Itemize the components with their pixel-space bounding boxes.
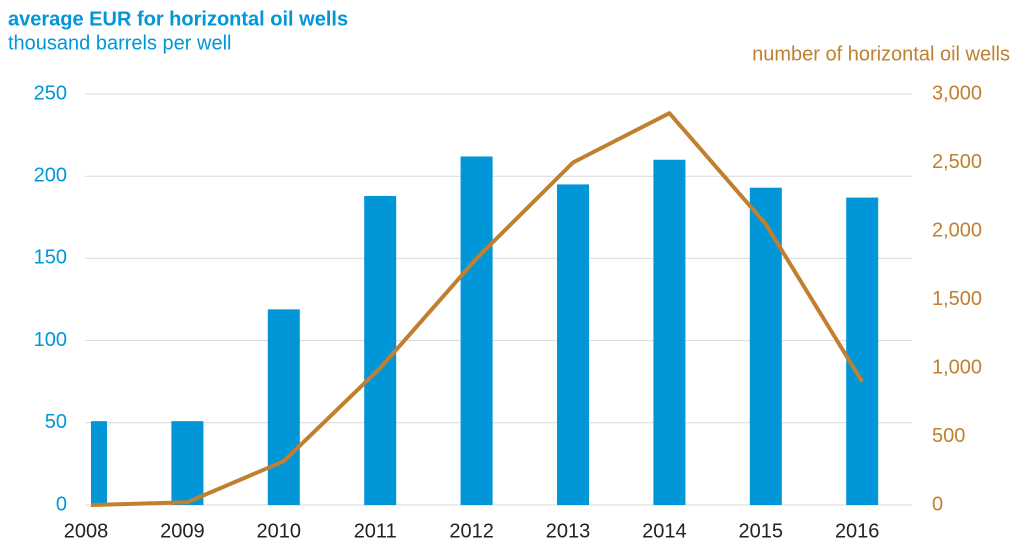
x-tick-label: 2013: [546, 520, 591, 542]
x-tick-label: 2012: [449, 520, 494, 542]
y2-tick-label: 2,500: [932, 151, 982, 173]
bar: [171, 421, 204, 505]
x-tick-label: 2008: [64, 520, 109, 542]
x-tick-label: 2015: [739, 520, 784, 542]
y2-tick-label: 500: [932, 425, 965, 447]
x-tick-label: 2016: [835, 520, 880, 542]
y2-tick-label: 0: [932, 493, 943, 515]
bars: [91, 156, 879, 506]
grid: [85, 93, 912, 506]
bar: [557, 184, 589, 506]
bar: [91, 421, 107, 505]
y-tick-label: 100: [34, 329, 67, 351]
bar: [749, 187, 782, 505]
line: [90, 111, 864, 507]
y-tick-label: 150: [34, 247, 67, 269]
y-tick-label: 0: [56, 493, 67, 515]
y-tick-label: 50: [45, 411, 67, 433]
bar: [460, 156, 493, 506]
x-tick-label: 2011: [354, 520, 397, 542]
bar: [653, 159, 686, 505]
y2-axis-label: number of horizontal oil wells: [752, 43, 1010, 65]
y2-tick-label: 1,500: [932, 288, 982, 310]
x-tick-label: 2009: [160, 520, 205, 542]
y2-tick-label: 1,000: [932, 356, 982, 378]
y-tick-label: 200: [34, 164, 67, 186]
bar: [267, 309, 300, 505]
x-tick-label: 2010: [257, 520, 302, 542]
chart-title: average EUR for horizontal oil wells: [8, 8, 348, 30]
y-axis-label: thousand barrels per well: [8, 32, 231, 54]
y2-tick-label: 2,000: [932, 219, 982, 241]
y2-tick-label: 3,000: [932, 82, 982, 104]
y-tick-label: 250: [34, 82, 67, 104]
bar: [846, 197, 879, 505]
bar: [364, 195, 397, 506]
x-tick-label: 2014: [642, 520, 687, 542]
